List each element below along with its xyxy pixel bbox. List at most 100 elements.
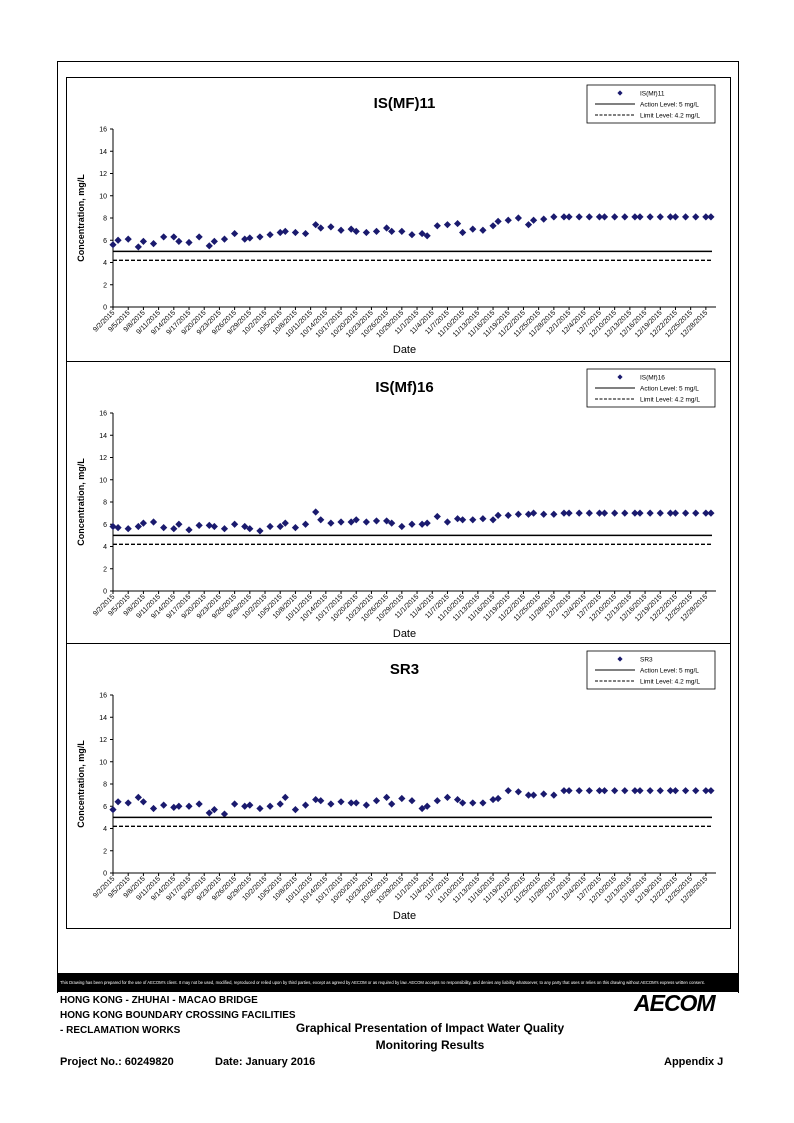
data-point [565,787,573,795]
data-point [170,233,178,241]
chart-title: IS(Mf)16 [375,379,433,396]
data-point [489,795,497,804]
data-point [479,226,487,234]
data-point [170,803,178,811]
data-point [134,243,142,251]
data-point [276,800,284,808]
data-point [540,790,548,798]
chart-is-mf-11: IS(MF)11 0 2 4 6 8 10 12 14 16 Concentration, mg/L… [66,77,731,363]
y-tick-label: 14 [99,149,107,156]
data-point [514,510,522,518]
data-point [124,525,132,533]
data-point [636,213,644,221]
data-point [408,520,416,528]
data-point [600,213,609,221]
data-point [423,802,431,810]
data-point [160,233,168,241]
data-point [408,231,416,239]
data-point [347,225,355,233]
chart-svg: IS(Mf)16 0 2 4 6 8 10 12 14 16 Concentration, mg/L… [76,368,716,640]
legend-label: Limit Level: 4.2 mg/L [640,396,700,403]
data-point [692,213,700,221]
aecom-logo: AECOM [634,990,716,1016]
y-tick-label: 16 [99,127,107,134]
data-point [636,509,644,517]
legend-box [586,84,716,124]
data-point [681,787,690,795]
x-axis-label: Date [393,628,416,640]
data-point [585,213,593,221]
y-tick-label: 2 [103,282,107,289]
y-tick-label: 16 [99,411,107,418]
data-point [524,510,533,518]
data-point [220,810,229,818]
y-tick-label: 4 [103,544,107,551]
data-point [266,522,274,531]
data-point [453,219,462,228]
data-point [631,213,639,221]
data-point [707,787,715,795]
data-point [327,519,335,527]
data-point [646,213,654,221]
data-point [383,224,391,232]
y-tick-label: 6 [103,804,107,811]
data-point [702,509,710,517]
y-tick-label: 10 [99,193,107,200]
data-point [433,512,441,521]
data-point [291,523,300,532]
data-point [514,214,522,222]
disclaimer-text: This Drawing has been prepared for the u… [57,973,738,992]
data-point [600,787,609,795]
data-point [114,523,122,532]
data-point [560,509,568,517]
data-point [149,239,158,248]
data-point [301,229,310,238]
data-point [459,516,467,524]
data-point [656,509,664,517]
data-point [398,522,406,531]
data-point [185,802,193,810]
data-point [134,793,142,801]
data-point [443,793,452,801]
data-point [550,213,558,221]
chart-is-mf-16: IS(Mf)16 0 2 4 6 8 10 12 14 16 Concentration, mg/L… [66,361,731,645]
document-date: Date: January 2016 [215,1056,316,1068]
data-point [124,235,132,243]
data-point [453,515,462,523]
data-point [494,217,502,225]
data-point [702,213,710,221]
y-tick-label: 12 [99,455,107,462]
data-point [205,521,213,529]
y-tick-label: 2 [103,848,107,855]
data-point [575,213,583,221]
data-point [337,518,345,526]
data-point [494,511,502,519]
data-point [256,527,264,535]
data-point [276,228,284,237]
data-point [317,797,325,805]
legend-label: IS(Mf)11 [640,90,665,97]
data-point [529,791,538,799]
data-point [195,800,203,808]
chart-title: IS(MF)11 [374,95,436,112]
data-point [317,224,325,232]
data-point [707,509,715,517]
legend-label: IS(Mf)16 [640,374,665,381]
data-point [317,516,325,524]
data-point [595,509,604,517]
legend-label: Action Level: 5 mg/L [640,385,699,392]
data-point [246,801,254,809]
data-point [139,519,148,527]
data-point [540,215,548,223]
data-point [301,801,310,809]
data-point [210,522,218,531]
data-point [681,213,690,221]
document-title-line2: Monitoring Results [375,1038,485,1052]
data-point [550,791,558,799]
data-point [231,800,239,808]
data-point [671,213,680,221]
chart-title: SR3 [390,661,419,678]
legend-label: Action Level: 5 mg/L [640,667,699,674]
chart-svg: IS(MF)11 0 2 4 6 8 10 12 14 16 Concentration, mg/L… [76,84,716,356]
data-point [595,787,604,795]
